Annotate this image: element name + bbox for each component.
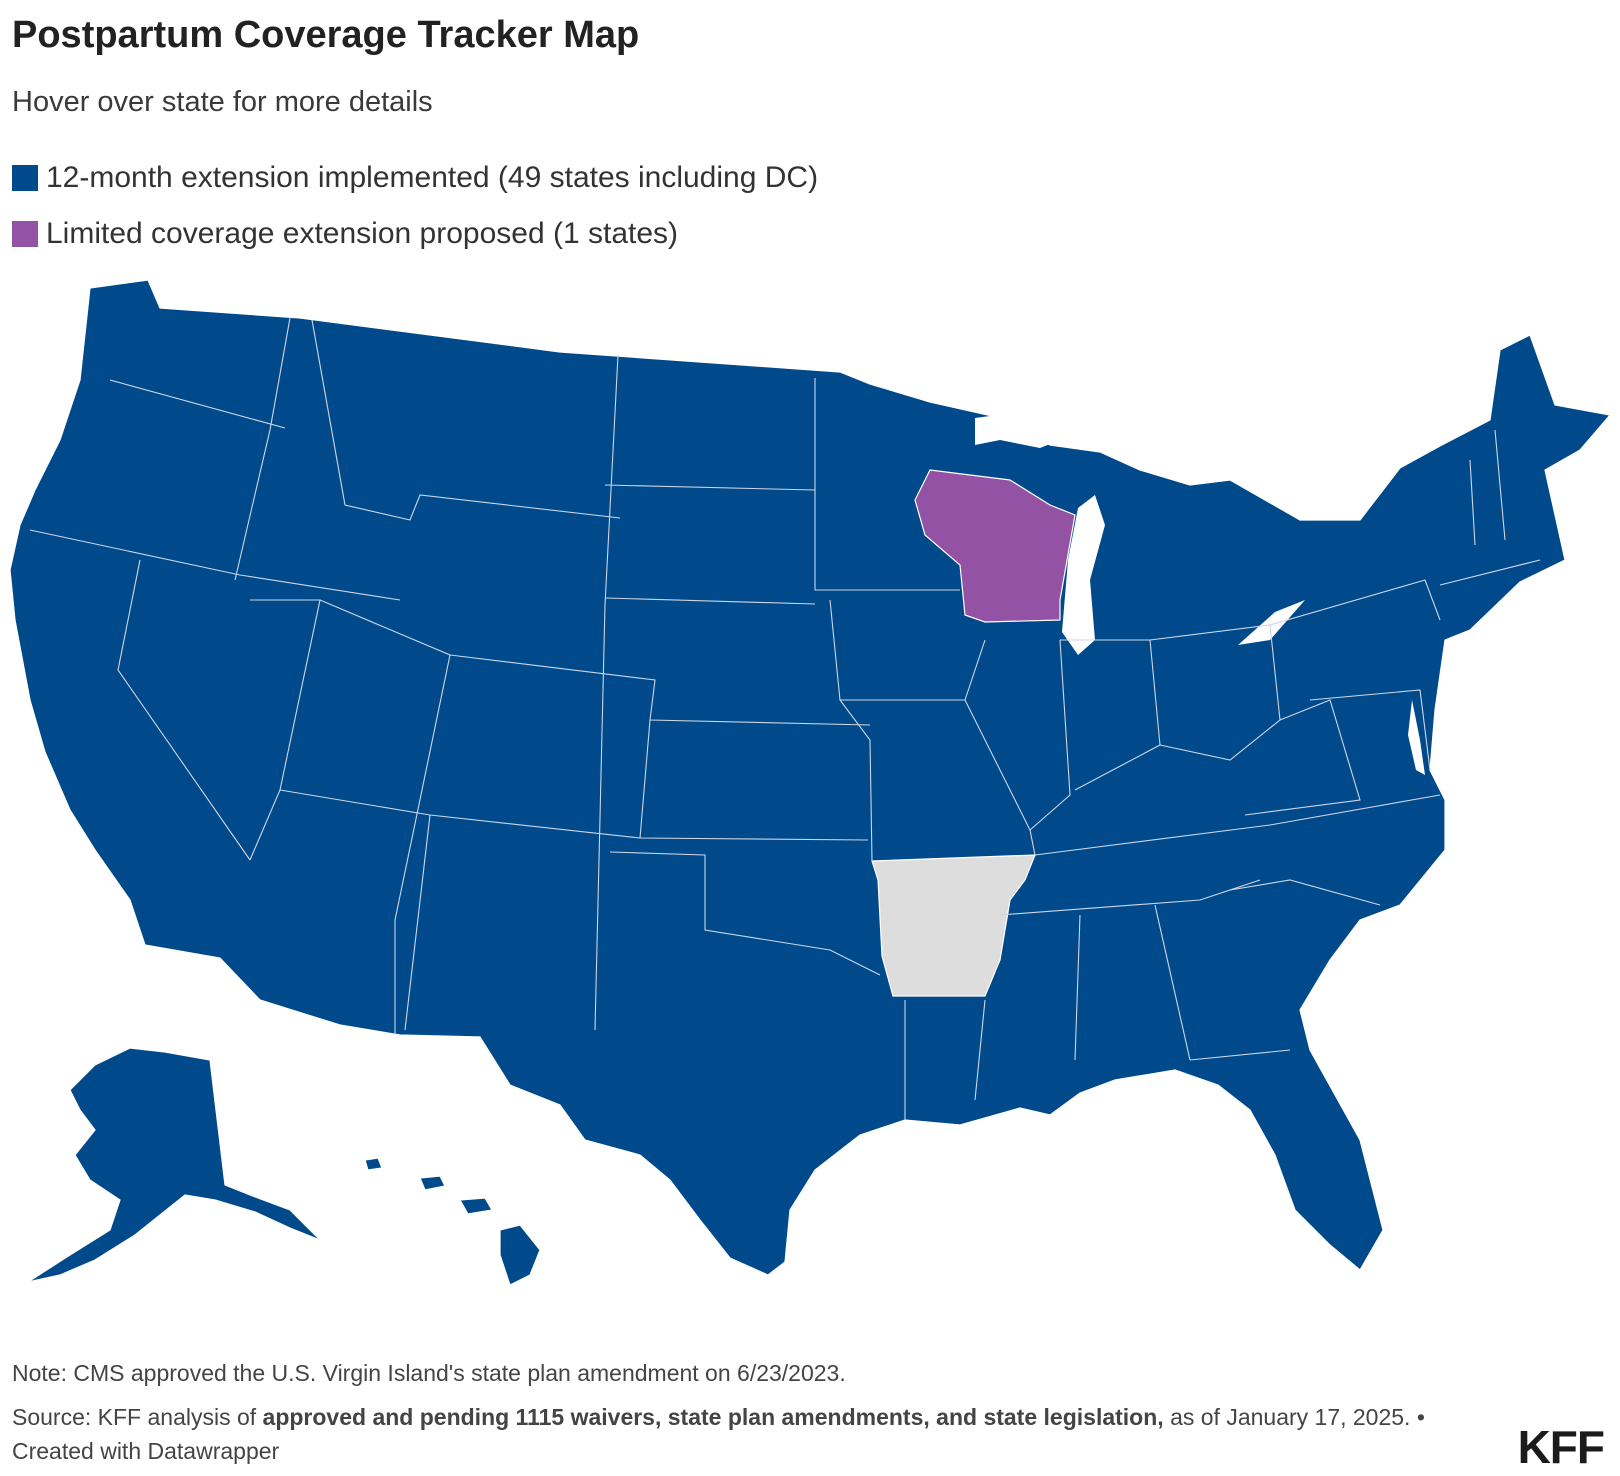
state-borders: [29, 317, 1541, 1120]
legend-item-proposed[interactable]: Limited coverage extension proposed (1 s…: [12, 206, 818, 262]
note: Note: CMS approved the U.S. Virgin Islan…: [12, 1360, 846, 1386]
source-prefix: Source: KFF analysis of: [12, 1404, 257, 1430]
lake-michigan: [1062, 495, 1105, 655]
page-subtitle: Hover over state for more details: [12, 86, 433, 118]
state-contiguous-us[interactable]: [9, 279, 1612, 1276]
legend-item-implemented[interactable]: 12-month extension implemented (49 state…: [12, 150, 818, 206]
legend-label-proposed: Limited coverage extension proposed (1 s…: [46, 217, 679, 250]
legend: 12-month extension implemented (49 state…: [12, 150, 818, 262]
legend-swatch-proposed: [12, 221, 38, 247]
state-hawaii[interactable]: [364, 1157, 541, 1286]
page-title: Postpartum Coverage Tracker Map: [12, 14, 640, 56]
state-wisconsin[interactable]: [914, 469, 1076, 623]
legend-label-implemented: 12-month extension implemented (49 state…: [46, 161, 819, 194]
source: Source: KFF analysis of approved and pen…: [12, 1400, 1472, 1468]
lake-superior: [975, 412, 1060, 448]
legend-swatch-implemented: [12, 165, 38, 191]
state-alaska[interactable]: [27, 1047, 321, 1283]
state-arkansas[interactable]: [871, 854, 1036, 997]
chesapeake-bay: [1408, 700, 1425, 775]
us-map: [0, 270, 1620, 1290]
lake-erie: [1238, 600, 1305, 645]
source-link[interactable]: approved and pending 1115 waivers, state…: [262, 1404, 1164, 1430]
kff-logo: KFF: [1517, 1421, 1605, 1473]
source-suffix: as of January 17, 2025. • Created with D…: [12, 1404, 1425, 1464]
